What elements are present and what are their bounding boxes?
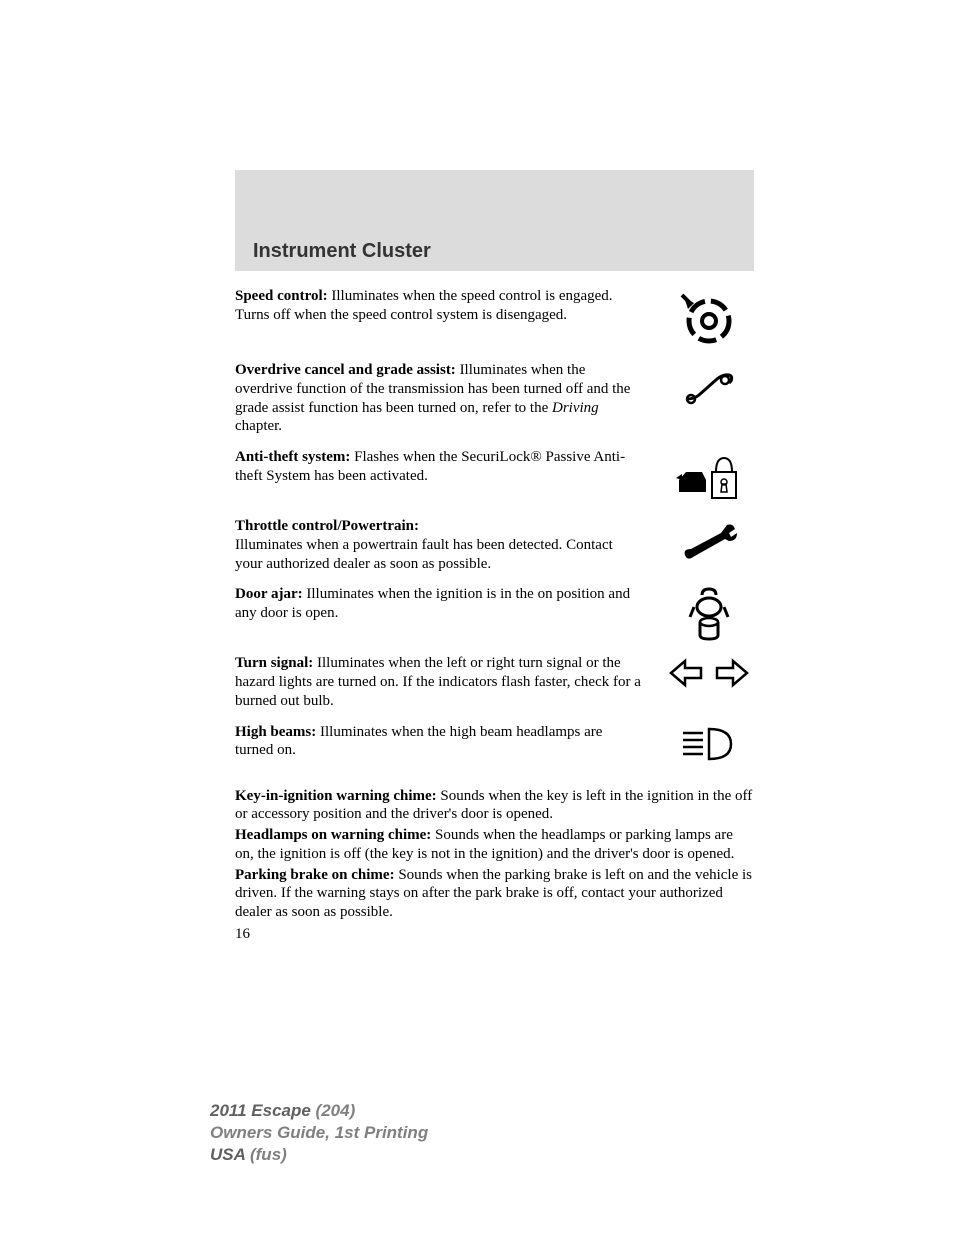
section-header: Instrument Cluster bbox=[235, 170, 754, 271]
footer-line1: 2011 Escape (204) bbox=[210, 1100, 428, 1122]
high-beam-icon bbox=[664, 723, 754, 763]
entry-text: Anti-theft system: Flashes when the Secu… bbox=[235, 448, 644, 486]
speed-control-icon bbox=[664, 287, 754, 349]
entry-overdrive: Overdrive cancel and grade assist: Illum… bbox=[235, 361, 754, 436]
page-number: 16 bbox=[235, 926, 754, 943]
entry-text: Turn signal: Illuminates when the left o… bbox=[235, 654, 644, 710]
entry-label: Turn signal: bbox=[235, 655, 313, 671]
section-title: Instrument Cluster bbox=[253, 240, 736, 263]
anti-theft-icon bbox=[664, 448, 754, 505]
para-headlamps: Headlamps on warning chime: Sounds when … bbox=[235, 826, 754, 864]
para-label: Key-in-ignition warning chime: bbox=[235, 788, 437, 804]
door-ajar-icon bbox=[664, 585, 754, 642]
entry-turn-signal: Turn signal: Illuminates when the left o… bbox=[235, 654, 754, 710]
entry-label: Door ajar: bbox=[235, 586, 303, 602]
footer-line3: USA (fus) bbox=[210, 1144, 428, 1166]
entry-label: Overdrive cancel and grade assist: bbox=[235, 362, 456, 378]
entry-throttle: Throttle control/Powertrain: Illuminates… bbox=[235, 517, 754, 573]
para-label: Headlamps on warning chime: bbox=[235, 827, 431, 843]
turn-signal-icon bbox=[664, 654, 754, 691]
entry-label: Anti-theft system: bbox=[235, 449, 350, 465]
para-parking-brake: Parking brake on chime: Sounds when the … bbox=[235, 866, 754, 922]
entry-text: High beams: Illuminates when the high be… bbox=[235, 723, 644, 761]
entry-text: Speed control: Illuminates when the spee… bbox=[235, 287, 644, 325]
entry-label: High beams: bbox=[235, 724, 316, 740]
entry-body2: chapter. bbox=[235, 418, 282, 434]
entry-high-beams: High beams: Illuminates when the high be… bbox=[235, 723, 754, 763]
entry-text: Door ajar: Illuminates when the ignition… bbox=[235, 585, 644, 623]
entry-italic: Driving bbox=[552, 400, 599, 416]
footer: 2011 Escape (204) Owners Guide, 1st Prin… bbox=[210, 1100, 428, 1166]
entry-speed-control: Speed control: Illuminates when the spee… bbox=[235, 287, 754, 349]
grade-assist-icon bbox=[664, 361, 754, 408]
entry-text: Overdrive cancel and grade assist: Illum… bbox=[235, 361, 644, 436]
entry-anti-theft: Anti-theft system: Flashes when the Secu… bbox=[235, 448, 754, 505]
para-key-ignition: Key-in-ignition warning chime: Sounds wh… bbox=[235, 787, 754, 825]
entry-text: Throttle control/Powertrain: Illuminates… bbox=[235, 517, 644, 573]
entry-label: Speed control: bbox=[235, 288, 328, 304]
entry-label: Throttle control/Powertrain: bbox=[235, 518, 419, 534]
entry-body: Illuminates when a powertrain fault has … bbox=[235, 537, 613, 572]
footer-line2: Owners Guide, 1st Printing bbox=[210, 1122, 428, 1144]
para-label: Parking brake on chime: bbox=[235, 867, 395, 883]
wrench-icon bbox=[664, 517, 754, 564]
entry-door-ajar: Door ajar: Illuminates when the ignition… bbox=[235, 585, 754, 642]
